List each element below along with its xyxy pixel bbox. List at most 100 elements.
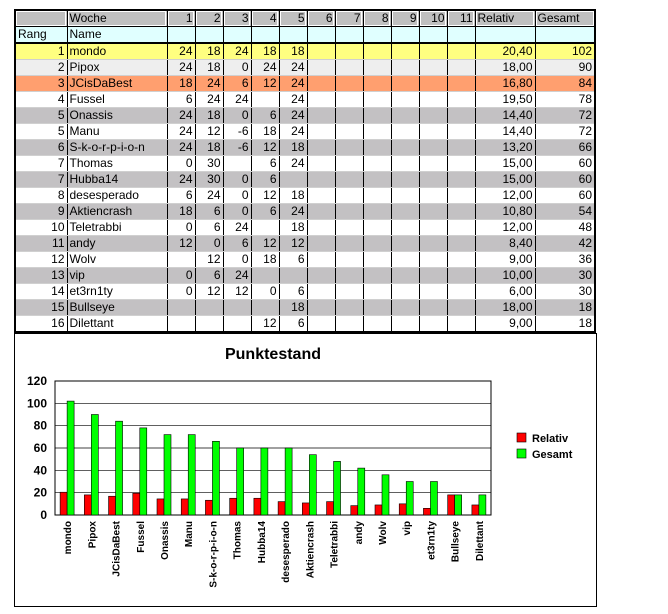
table-row[interactable]: 3 JCisDaBest 18 24 6 12 24 16,80 84 xyxy=(14,75,595,92)
table-row[interactable]: 13 vip 0 6 24 10,00 30 xyxy=(14,267,595,284)
week-cell xyxy=(390,43,419,60)
header-cell: Gesamt xyxy=(534,9,596,27)
table-row[interactable]: 5 Manu 24 12 -6 18 24 14,40 72 xyxy=(14,123,595,140)
week-cell: 6 xyxy=(250,171,279,188)
table-row[interactable]: 5 Onassis 24 18 0 6 24 14,40 72 xyxy=(14,107,595,124)
table-row[interactable]: 8 desesperado 6 24 0 12 18 12,00 60 xyxy=(14,187,595,204)
week-cell: 24 xyxy=(278,123,307,140)
week-cell xyxy=(362,123,391,140)
week-cell: 12 xyxy=(278,235,307,252)
week-cell xyxy=(362,283,391,300)
name-cell: Pipox xyxy=(66,59,167,76)
subheader-cell: Rang xyxy=(14,26,67,44)
week-cell: 18 xyxy=(278,219,307,236)
week-cell xyxy=(334,123,363,140)
relativ-cell: 15,00 xyxy=(474,155,535,172)
bar-relativ xyxy=(398,503,407,516)
week-cell xyxy=(362,219,391,236)
relativ-cell: 14,40 xyxy=(474,123,535,140)
week-cell: 6 xyxy=(166,91,195,108)
week-cell xyxy=(390,315,419,333)
week-cell: 6 xyxy=(194,219,223,236)
week-cell xyxy=(250,299,279,316)
gesamt-cell: 60 xyxy=(534,171,595,188)
table-row[interactable]: 4 Fussel 6 24 24 24 19,50 78 xyxy=(14,91,595,108)
x-tick-label: Wolv xyxy=(378,521,389,545)
week-cell: 18 xyxy=(166,203,195,220)
relativ-cell: 13,20 xyxy=(474,139,535,156)
week-cell: 6 xyxy=(166,187,195,204)
bar-gesamt xyxy=(163,434,172,516)
week-cell xyxy=(222,155,251,172)
week-cell: 24 xyxy=(194,187,223,204)
table-row[interactable]: 12 Wolv 12 0 18 6 9,00 36 xyxy=(14,251,595,268)
week-cell xyxy=(446,299,475,316)
week-cell xyxy=(362,299,391,316)
week-cell: 6 xyxy=(278,283,307,300)
table-row[interactable]: 16 Dilettant 12 6 9,00 18 xyxy=(14,315,595,333)
bar-gesamt xyxy=(91,414,99,516)
bar-gesamt xyxy=(212,441,220,516)
empty-cell xyxy=(278,26,307,44)
gesamt-cell: 60 xyxy=(534,187,595,204)
chart-panel: Punktestand 0 20 40 60 80 100 120 mondo Pipox JCis… xyxy=(14,333,597,607)
table-row[interactable]: 10 Teletrabbi 0 6 24 18 12,00 48 xyxy=(14,219,595,236)
header-cell xyxy=(14,9,68,27)
name-cell: Hubba14 xyxy=(66,171,167,188)
empty-cell xyxy=(194,26,223,44)
table-row[interactable]: 14 et3rn1ty 0 12 12 0 6 6,00 30 xyxy=(14,283,595,300)
rank-cell: 8 xyxy=(14,187,67,204)
week-cell xyxy=(418,139,447,156)
week-cell: 24 xyxy=(278,75,307,92)
table-row[interactable]: 9 Aktiencrash 18 6 0 6 24 10,80 54 xyxy=(14,203,595,220)
week-cell: 12 xyxy=(250,235,279,252)
name-cell: mondo xyxy=(66,43,167,60)
table-row[interactable]: 7 Thomas 0 30 6 24 15,00 60 xyxy=(14,155,595,172)
week-cell xyxy=(446,59,475,76)
week-cell xyxy=(390,91,419,108)
rank-cell: 11 xyxy=(14,235,67,252)
empty-cell xyxy=(334,26,363,44)
week-cell xyxy=(362,171,391,188)
week-cell xyxy=(446,219,475,236)
relativ-cell: 19,50 xyxy=(474,91,535,108)
table-row[interactable]: 6 S-k-o-r-p-i-o-n 24 18 -6 12 18 13,20 66 xyxy=(14,139,595,156)
relativ-cell: 18,00 xyxy=(474,299,535,316)
bar-relativ xyxy=(326,501,334,516)
gesamt-cell: 66 xyxy=(534,139,595,156)
week-cell xyxy=(166,315,195,333)
bar-gesamt xyxy=(357,467,366,516)
week-cell: 24 xyxy=(222,43,251,60)
table-row[interactable]: 11 andy 12 0 6 12 12 8,40 42 xyxy=(14,235,595,252)
week-cell: 0 xyxy=(250,283,279,300)
header-cell: 10 xyxy=(418,9,448,27)
week-cell: 6 xyxy=(250,155,279,172)
week-cell xyxy=(306,283,335,300)
x-tick-label: JCisDaBest xyxy=(112,520,123,576)
rank-cell: 5 xyxy=(14,123,67,140)
week-cell: 6 xyxy=(222,235,251,252)
week-cell: 18 xyxy=(250,251,279,268)
week-cell xyxy=(334,43,363,60)
week-cell: 18 xyxy=(250,123,279,140)
gesamt-cell: 78 xyxy=(534,91,595,108)
week-cell: 0 xyxy=(222,251,251,268)
week-cell xyxy=(362,155,391,172)
gesamt-cell: 30 xyxy=(534,283,595,300)
week-cell xyxy=(446,235,475,252)
bar-relativ xyxy=(84,494,92,516)
week-cell: 24 xyxy=(166,139,195,156)
name-cell: S-k-o-r-p-i-o-n xyxy=(66,139,167,156)
rank-cell: 3 xyxy=(14,75,67,92)
week-cell xyxy=(418,251,447,268)
table-row[interactable]: 15 Bullseye 18 18,00 18 xyxy=(14,299,595,316)
bar-relativ xyxy=(253,497,262,516)
week-cell xyxy=(306,315,335,333)
week-cell: 18 xyxy=(194,107,223,124)
subheader-cell: Name xyxy=(66,26,167,44)
table-row[interactable]: 7 Hubba14 24 30 0 6 15,00 60 xyxy=(14,171,595,188)
relativ-cell: 14,40 xyxy=(474,107,535,124)
table-row[interactable]: 1 mondo 24 18 24 18 18 20,40 102 xyxy=(14,43,595,60)
table-row[interactable]: 2 Pipox 24 18 0 24 24 18,00 90 xyxy=(14,59,595,76)
week-cell: 6 xyxy=(194,267,223,284)
